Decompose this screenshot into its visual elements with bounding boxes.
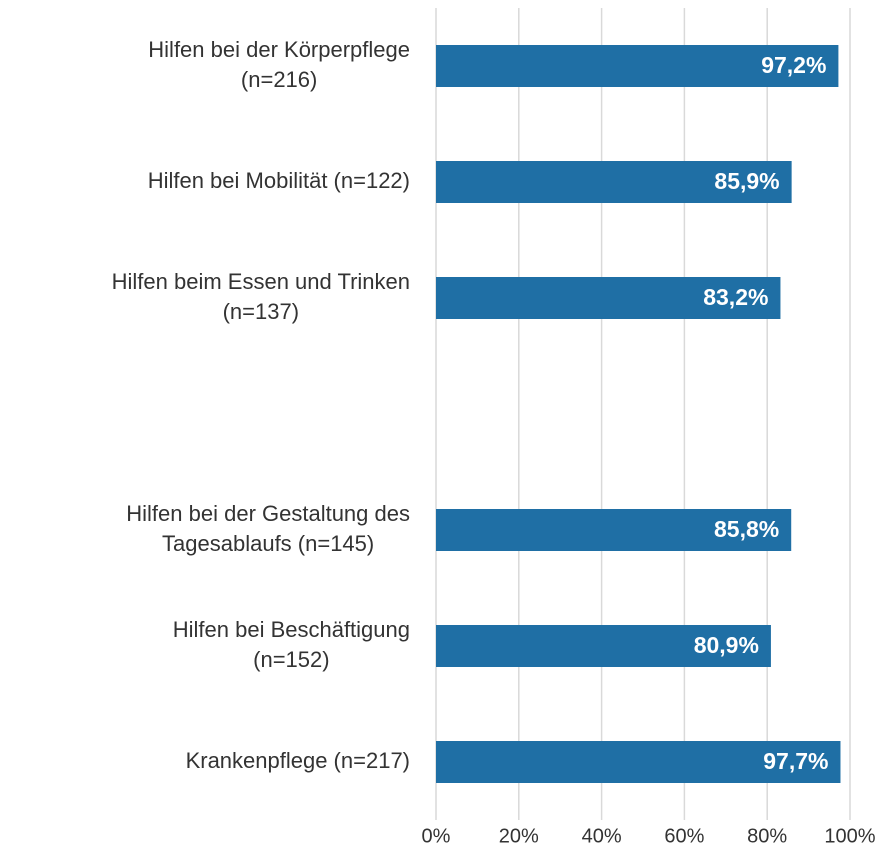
value-label: 97,2% [761,52,826,78]
bar [436,45,839,87]
x-tick-label: 20% [499,825,539,847]
x-tick-label: 40% [582,825,622,847]
value-label: 97,7% [763,748,828,774]
x-tick-label: 60% [664,825,704,847]
category-label: Hilfen bei Mobilität (n=122) [148,168,410,193]
category-label: Hilfen bei der Gestaltung des Tagesablauf… [126,501,410,556]
x-tick-label: 80% [747,825,787,847]
value-label: 83,2% [703,284,768,310]
category-label: Krankenpflege (n=217) [186,748,410,773]
bar [436,741,841,783]
category-label: Hilfen beim Essen und Trinken (n=137) [112,269,410,324]
x-tick-label: 0% [422,825,451,847]
category-label: Hilfen bei Beschäftigung (n=152) [173,617,410,672]
bar [436,161,792,203]
category-label: Hilfen bei der Körperpflege (n=216) [148,37,410,92]
value-label: 85,9% [714,168,779,194]
value-label: 80,9% [694,632,759,658]
bar [436,277,781,319]
bar [436,509,792,551]
value-label: 85,8% [714,516,779,542]
x-tick-label: 100% [824,825,875,847]
bar [436,625,771,667]
